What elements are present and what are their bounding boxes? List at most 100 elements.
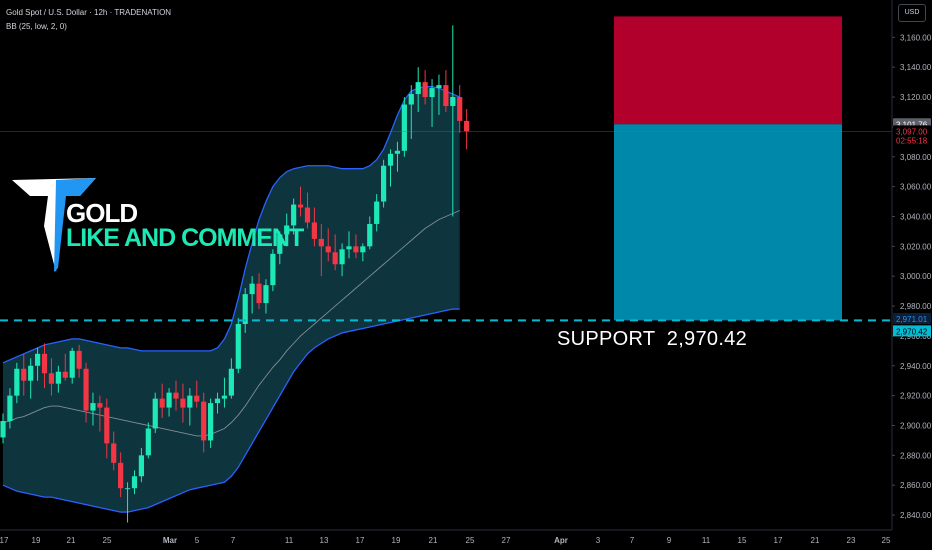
candle-body — [41, 353, 48, 374]
x-tick-label: 25 — [466, 536, 475, 545]
candle-body — [277, 234, 283, 254]
candle-body — [297, 204, 304, 208]
x-tick-label: 27 — [502, 536, 511, 545]
candle-body — [311, 222, 317, 239]
logo-white-shape — [12, 178, 96, 272]
candle-body — [173, 392, 179, 399]
x-tick-label: 23 — [847, 536, 856, 545]
current-price-tag: 3,101.76 — [896, 120, 928, 129]
candle-body — [429, 88, 435, 98]
y-tick-label: 3,000.00 — [900, 272, 932, 281]
y-tick-label: 2,960.00 — [900, 332, 932, 341]
x-tick-label: 21 — [429, 536, 438, 545]
y-tick-label: 2,840.00 — [900, 511, 932, 520]
countdown-tag: 02:55:18 — [896, 136, 928, 145]
y-tick-label: 2,860.00 — [900, 481, 932, 490]
logo-blue-shape — [54, 178, 96, 272]
candle-body — [464, 120, 470, 132]
candle-body — [401, 104, 407, 151]
x-tick-label: 3 — [596, 536, 601, 545]
candle-body — [7, 395, 13, 422]
support-tag-a: 2,971.01 — [896, 315, 928, 324]
x-tick-label: 5 — [195, 536, 200, 545]
candle-body — [249, 283, 255, 295]
band-fill — [3, 86, 460, 513]
support-tag-a-bg — [893, 313, 931, 325]
candle-body — [28, 365, 34, 381]
trade-zones — [614, 16, 842, 321]
candle-body — [263, 285, 269, 304]
candle-body — [138, 455, 144, 477]
candle-body — [325, 246, 331, 253]
x-tick-label: 25 — [103, 536, 112, 545]
x-tick-label: 17 — [356, 536, 365, 545]
candle-body — [69, 350, 75, 378]
candle-body — [62, 371, 68, 378]
candle-body — [367, 223, 373, 247]
y-tick-label: 2,920.00 — [900, 392, 932, 401]
bollinger-bands — [2, 85, 460, 513]
candle-body — [353, 246, 359, 253]
support-tag-b-bg — [893, 325, 931, 337]
y-tick-label: 3,020.00 — [900, 242, 932, 251]
candle-body — [235, 323, 241, 369]
x-tick-label: 19 — [32, 536, 41, 545]
candle-body — [21, 368, 27, 381]
overlay-title: GOLD — [66, 198, 138, 228]
symbol-title: Gold Spot / U.S. Dollar · 12h · TRADENAT… — [6, 8, 172, 17]
candle-body — [408, 94, 414, 105]
candle-body — [14, 368, 20, 396]
x-tick-label: 21 — [67, 536, 76, 545]
candle-body — [360, 246, 366, 253]
currency-button[interactable]: USD — [898, 4, 926, 22]
candle-body — [242, 294, 248, 324]
candle-body — [436, 85, 442, 89]
candle-body — [228, 368, 234, 396]
lower-band-line — [2, 308, 460, 513]
candle-body — [422, 82, 428, 98]
indicator-label[interactable]: BB (25, low, 2, 0) — [6, 22, 67, 31]
candle-body — [304, 207, 311, 223]
candle-body — [124, 488, 131, 490]
candle-body — [131, 476, 138, 489]
y-tick-label: 3,080.00 — [900, 153, 932, 162]
x-tick-label: 11 — [285, 536, 294, 545]
candle-body — [318, 238, 324, 247]
y-tick-label: 3,160.00 — [900, 33, 932, 42]
candle-body — [450, 97, 456, 106]
x-tick-label: 9 — [667, 536, 672, 545]
last-close-tag: 3,097.00 — [896, 127, 928, 136]
x-tick-label: 21 — [811, 536, 820, 545]
candle-body — [159, 398, 165, 408]
candle-body — [381, 165, 387, 202]
candle-body — [339, 249, 345, 265]
candle-body — [104, 407, 110, 444]
candle-body — [256, 283, 262, 304]
candle-body — [35, 353, 41, 366]
x-tick-label: 17 — [0, 536, 9, 545]
candle-body — [201, 401, 207, 441]
x-tick-label: 25 — [882, 536, 891, 545]
brand-logo-icon — [12, 178, 96, 272]
stop-loss-zone — [614, 16, 842, 125]
y-tick-label: 3,060.00 — [900, 183, 932, 192]
x-tick-label: 7 — [630, 536, 635, 545]
candle-body — [457, 97, 463, 121]
candle-body — [394, 150, 401, 154]
candle-body — [0, 421, 6, 438]
take-profit-zone — [614, 124, 842, 321]
candle-body — [166, 392, 172, 408]
candle-body — [145, 428, 151, 456]
candle-body — [332, 252, 338, 265]
x-tick-label: 11 — [702, 536, 711, 545]
candle-body — [284, 225, 290, 235]
x-tick-label: 17 — [774, 536, 783, 545]
candle-body — [387, 153, 394, 166]
candle-body — [118, 462, 124, 489]
x-tick-label: 13 — [320, 536, 329, 545]
y-tick-label: 2,940.00 — [900, 362, 932, 371]
basis-line — [2, 210, 460, 437]
candle-body — [83, 368, 89, 411]
candle-body — [291, 204, 297, 226]
